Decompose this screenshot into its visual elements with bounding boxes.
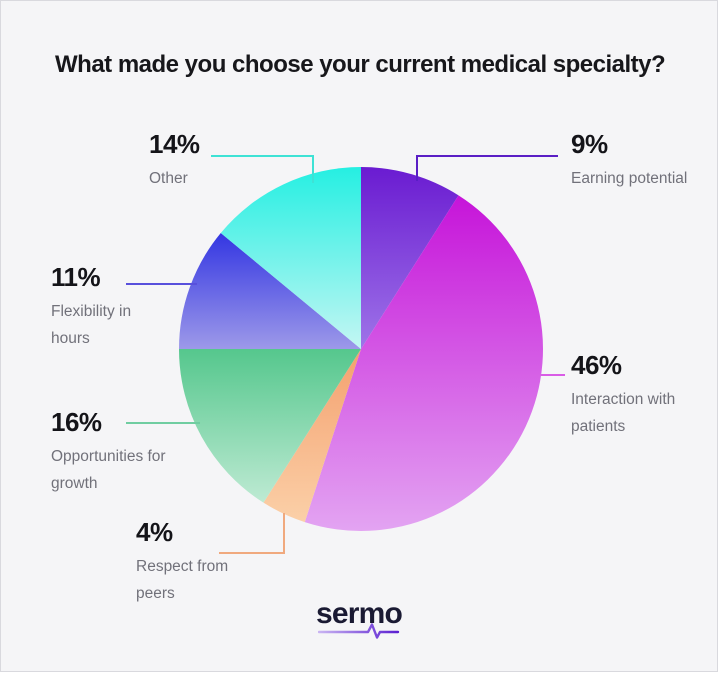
callout-interaction-with-patients: 46% Interaction with patients — [571, 350, 686, 440]
logo-text: sermo — [315, 597, 403, 630]
category-label: Interaction with patients — [571, 391, 676, 435]
percent-value: 4% — [136, 517, 173, 547]
pie-slice-interaction-with-patients — [304, 195, 543, 531]
heartbeat-pulse-icon — [318, 623, 400, 639]
leader-line-earning-horizontal — [416, 155, 558, 157]
leader-line-interaction — [541, 374, 565, 376]
callout-flexibility-in-hours: 11% Flexibility in hours — [51, 262, 151, 352]
leader-line-respect-horizontal — [219, 552, 285, 554]
category-label: Flexibility in hours — [51, 303, 132, 347]
percent-value: 14% — [149, 129, 200, 159]
pie-slice-flexibility-in-hours — [179, 232, 361, 349]
leader-line-earning-vertical — [416, 155, 418, 181]
pie-slice-opportunities-for-growth — [179, 349, 361, 503]
callout-respect-from-peers: 4% Respect from peers — [136, 517, 231, 607]
percent-value: 46% — [571, 350, 622, 380]
leader-line-other-horizontal — [211, 155, 314, 157]
leader-line-flexibility — [126, 283, 197, 285]
pie-slice-earning-potential — [361, 167, 459, 349]
callout-earning-potential: 9% Earning potential — [571, 129, 711, 192]
leader-line-growth — [126, 422, 200, 424]
leader-line-other-vertical — [312, 155, 314, 183]
category-label: Earning potential — [571, 170, 688, 187]
percent-value: 11% — [51, 262, 101, 292]
callout-opportunities-for-growth: 16% Opportunities for growth — [51, 407, 166, 497]
pie-slice-other — [220, 167, 361, 349]
brand-logo: sermo — [1, 597, 717, 631]
pie-chart — [179, 167, 543, 531]
category-label: Other — [149, 170, 188, 187]
category-label: Respect from peers — [136, 558, 229, 602]
percent-value: 9% — [571, 129, 608, 159]
pie-slice-respect-from-peers — [263, 349, 361, 523]
callout-other: 14% Other — [149, 129, 239, 192]
category-label: Opportunities for growth — [51, 448, 166, 492]
chart-title: What made you choose your current medica… — [55, 51, 666, 78]
leader-line-respect-vertical — [283, 513, 285, 554]
percent-value: 16% — [51, 407, 102, 437]
